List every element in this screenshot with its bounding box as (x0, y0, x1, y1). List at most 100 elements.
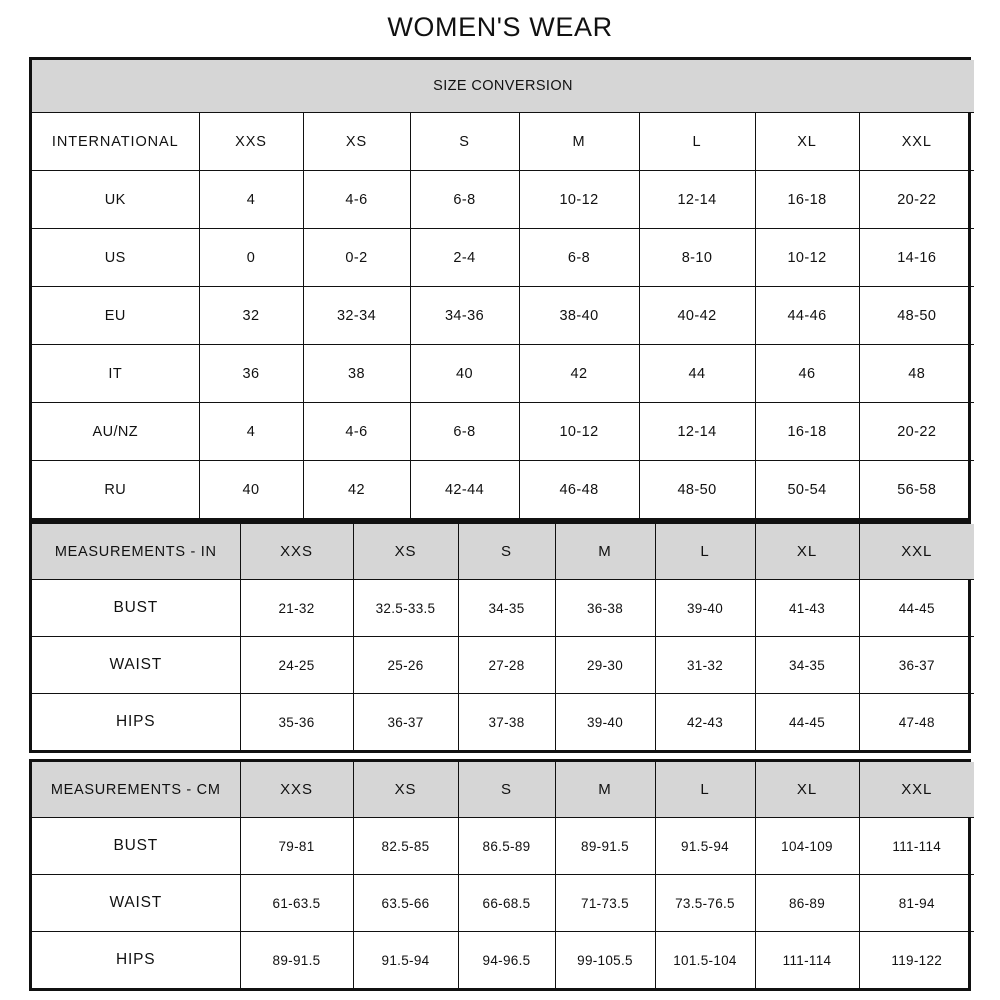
cell-value: 37-38 (457, 693, 556, 750)
header-cell-m: M (518, 112, 640, 171)
cell-value: 48-50 (638, 460, 756, 518)
cell-value: 8-10 (638, 228, 756, 287)
cell-value: 42-44 (409, 460, 520, 518)
cell-value: 12-14 (638, 402, 756, 461)
header-cell-xxs: XXS (239, 762, 354, 818)
row-label: HIPS (32, 931, 241, 988)
row-label: US (32, 228, 200, 287)
cell-value: 89-91.5 (554, 817, 656, 875)
cell-value: 44 (638, 344, 756, 403)
cell-value: 6-8 (518, 228, 640, 287)
table-row: HIPS 89-91.5 91.5-94 94-96.5 99-105.5 10… (32, 931, 974, 988)
size-conversion-banner: SIZE CONVERSION (32, 60, 974, 113)
cell-value: 12-14 (638, 170, 756, 229)
cell-value: 6-8 (409, 170, 520, 229)
cell-value: 94-96.5 (457, 931, 556, 988)
header-cell-s: S (457, 762, 556, 818)
table-row: WAIST 61-63.5 63.5-66 66-68.5 71-73.5 73… (32, 874, 974, 932)
header-cell-s: S (409, 112, 520, 171)
cell-value: 27-28 (457, 636, 556, 694)
measurements-cm-table: MEASUREMENTS - CM XXS XS S M L XL XXL BU… (29, 759, 974, 991)
cell-value: 34-35 (754, 636, 860, 694)
cell-value: 46-48 (518, 460, 640, 518)
cell-value: 50-54 (754, 460, 860, 518)
header-cell-xs: XS (352, 524, 459, 580)
cell-value: 42 (518, 344, 640, 403)
header-cell-xl: XL (754, 112, 860, 171)
size-conversion-table: SIZE CONVERSION INTERNATIONAL XXS XS S M… (29, 57, 974, 521)
cell-value: 119-122 (858, 931, 974, 988)
cell-value: 4-6 (302, 402, 411, 461)
cell-value: 82.5-85 (352, 817, 459, 875)
cell-value: 32.5-33.5 (352, 579, 459, 637)
cell-value: 79-81 (239, 817, 354, 875)
cell-value: 104-109 (754, 817, 860, 875)
cell-value: 39-40 (554, 693, 656, 750)
cell-value: 14-16 (858, 228, 974, 287)
cell-value: 36-37 (352, 693, 459, 750)
header-cell-international: INTERNATIONAL (32, 112, 200, 171)
header-cell-l: L (654, 524, 756, 580)
cell-value: 111-114 (858, 817, 974, 875)
header-cell-xl: XL (754, 762, 860, 818)
cell-value: 91.5-94 (352, 931, 459, 988)
cell-value: 66-68.5 (457, 874, 556, 932)
size-conversion-header-row: INTERNATIONAL XXS XS S M L XL XXL (32, 112, 974, 171)
cell-value: 71-73.5 (554, 874, 656, 932)
measurements-cm-header-row: MEASUREMENTS - CM XXS XS S M L XL XXL (32, 762, 974, 818)
cell-value: 81-94 (858, 874, 974, 932)
cell-value: 56-58 (858, 460, 974, 518)
row-label: EU (32, 286, 200, 345)
header-cell-s: S (457, 524, 556, 580)
cell-value: 38 (302, 344, 411, 403)
row-label: UK (32, 170, 200, 229)
cell-value: 48 (858, 344, 974, 403)
cell-value: 20-22 (858, 170, 974, 229)
cell-value: 40-42 (638, 286, 756, 345)
header-cell-xl: XL (754, 524, 860, 580)
cell-value: 42 (302, 460, 411, 518)
cell-value: 89-91.5 (239, 931, 354, 988)
header-cell-m: M (554, 524, 656, 580)
cell-value: 40 (198, 460, 304, 518)
cell-value: 25-26 (352, 636, 459, 694)
cell-value: 44-45 (858, 579, 974, 637)
table-row: US 0 0-2 2-4 6-8 8-10 10-12 14-16 (32, 228, 974, 287)
row-label: AU/NZ (32, 402, 200, 461)
row-label: BUST (32, 579, 241, 637)
cell-value: 29-30 (554, 636, 656, 694)
header-cell-m: M (554, 762, 656, 818)
cell-value: 20-22 (858, 402, 974, 461)
table-row: WAIST 24-25 25-26 27-28 29-30 31-32 34-3… (32, 636, 974, 694)
table-row: HIPS 35-36 36-37 37-38 39-40 42-43 44-45… (32, 693, 974, 750)
cell-value: 35-36 (239, 693, 354, 750)
measurements-in-header-row: MEASUREMENTS - IN XXS XS S M L XL XXL (32, 524, 974, 580)
cell-value: 86.5-89 (457, 817, 556, 875)
cell-value: 40 (409, 344, 520, 403)
cell-value: 42-43 (654, 693, 756, 750)
cell-value: 10-12 (518, 402, 640, 461)
cell-value: 0-2 (302, 228, 411, 287)
cell-value: 44-46 (754, 286, 860, 345)
cell-value: 91.5-94 (654, 817, 756, 875)
cell-value: 38-40 (518, 286, 640, 345)
table-row: EU 32 32-34 34-36 38-40 40-42 44-46 48-5… (32, 286, 974, 345)
cell-value: 4-6 (302, 170, 411, 229)
cell-value: 10-12 (518, 170, 640, 229)
cell-value: 99-105.5 (554, 931, 656, 988)
cell-value: 4 (198, 170, 304, 229)
cell-value: 36 (198, 344, 304, 403)
cell-value: 16-18 (754, 402, 860, 461)
cell-value: 46 (754, 344, 860, 403)
table-row: UK 4 4-6 6-8 10-12 12-14 16-18 20-22 (32, 170, 974, 229)
cell-value: 24-25 (239, 636, 354, 694)
cell-value: 10-12 (754, 228, 860, 287)
cell-value: 32 (198, 286, 304, 345)
header-cell-l: L (654, 762, 756, 818)
cell-value: 32-34 (302, 286, 411, 345)
cell-value: 63.5-66 (352, 874, 459, 932)
row-label: WAIST (32, 636, 241, 694)
cell-value: 36-37 (858, 636, 974, 694)
header-cell-xxl: XXL (858, 112, 974, 171)
